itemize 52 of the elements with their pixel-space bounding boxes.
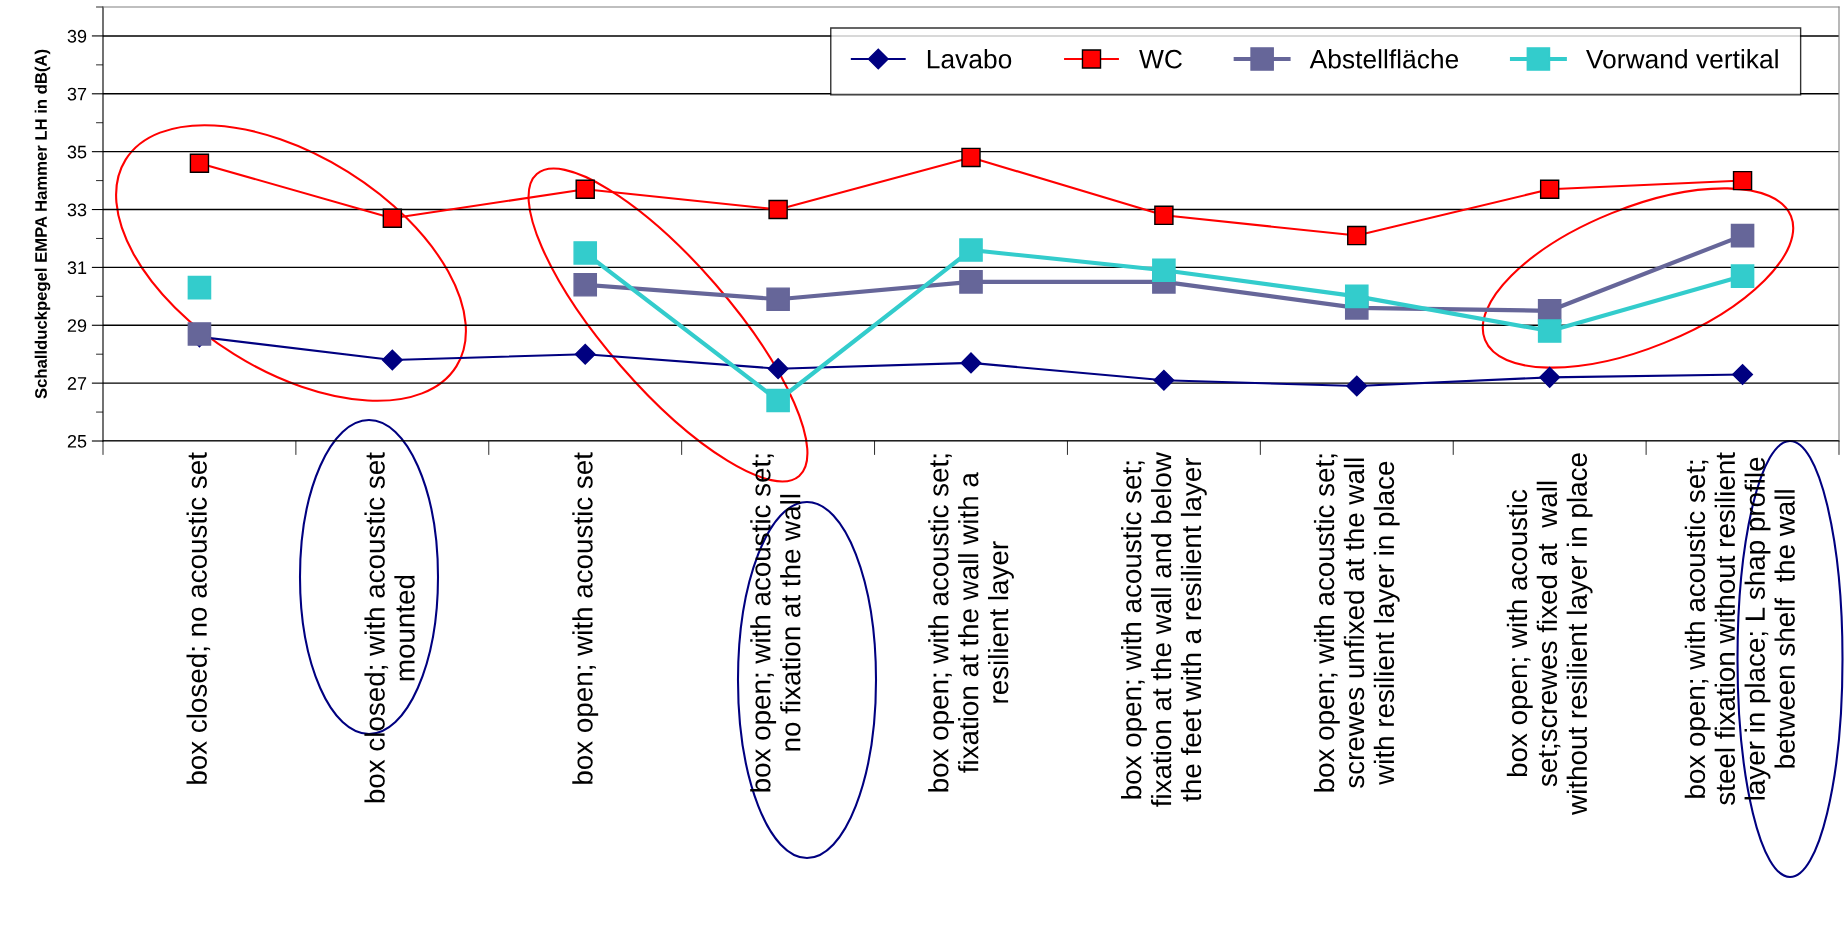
point: [573, 241, 598, 265]
legend-label: Lavabo: [927, 49, 1012, 69]
point: [960, 352, 982, 374]
point: [1347, 225, 1367, 246]
x-tick-label: box closed; with acoustic set mounted: [364, 452, 415, 803]
legend-label: WC: [1139, 49, 1182, 69]
point: [1732, 363, 1754, 385]
point: [959, 270, 983, 294]
legend-label: Vorwand vertikal: [1586, 49, 1778, 69]
point: [1346, 375, 1368, 397]
point: [189, 153, 210, 173]
point: [1344, 284, 1369, 309]
y-tick-label: 31: [67, 261, 87, 275]
point: [1539, 179, 1560, 200]
point: [767, 358, 789, 380]
point: [574, 343, 596, 365]
x-tick-label: box open; with acoustic set: [572, 452, 599, 784]
y-tick-label: 37: [67, 87, 87, 101]
x-tick-label: box open; with acoustic set; fixation at the wall with a resilient layer: [928, 454, 1014, 792]
x-tick-label: box open; with acoustic set; screwes unfixed at the wall with resilient layer in place: [1313, 454, 1400, 792]
point: [1537, 319, 1562, 343]
point: [768, 199, 788, 220]
y-tick-label: 33: [67, 203, 87, 217]
legend-label: Abstellfläche: [1309, 49, 1459, 69]
point: [1154, 205, 1174, 226]
y-tick-label: 35: [67, 145, 87, 159]
x-tick-label: box open; with acoustic set; fixation at the wall and below the feet with a resilient layer: [1121, 452, 1207, 807]
x-tick-label: box open; with acoustic set; no fixation at the wall: [750, 454, 801, 792]
point: [382, 208, 403, 228]
point: [575, 179, 595, 200]
point: [187, 275, 212, 300]
point: [381, 349, 403, 371]
y-tick-label: 29: [67, 319, 87, 332]
point: [573, 272, 598, 297]
x-tick-label: box open; with acoustic set; steel fixation without resilient layer in place; L shap profile between shelf the wall: [1684, 452, 1795, 805]
point: [959, 238, 983, 262]
point: [1730, 223, 1755, 248]
point: [1730, 264, 1755, 288]
point: [1153, 369, 1175, 391]
point: [766, 388, 790, 413]
point: [961, 147, 981, 168]
y-tick-label: 39: [67, 29, 87, 43]
y-tick-label: 25: [67, 434, 87, 448]
point: [1732, 170, 1753, 191]
x-tick-label: box open; with acoustic set;screwes fixed at wall without resilient layer in place: [1506, 453, 1593, 815]
y-tick-label: 27: [67, 377, 87, 390]
point: [1152, 258, 1176, 283]
point: [1539, 366, 1561, 388]
point: [187, 322, 212, 346]
y-axis-title: Schallduckpegel EMPA Hammer LH in dB(A): [34, 49, 51, 399]
point: [766, 287, 790, 312]
x-tick-label: box closed; no acoustic set: [186, 452, 211, 784]
